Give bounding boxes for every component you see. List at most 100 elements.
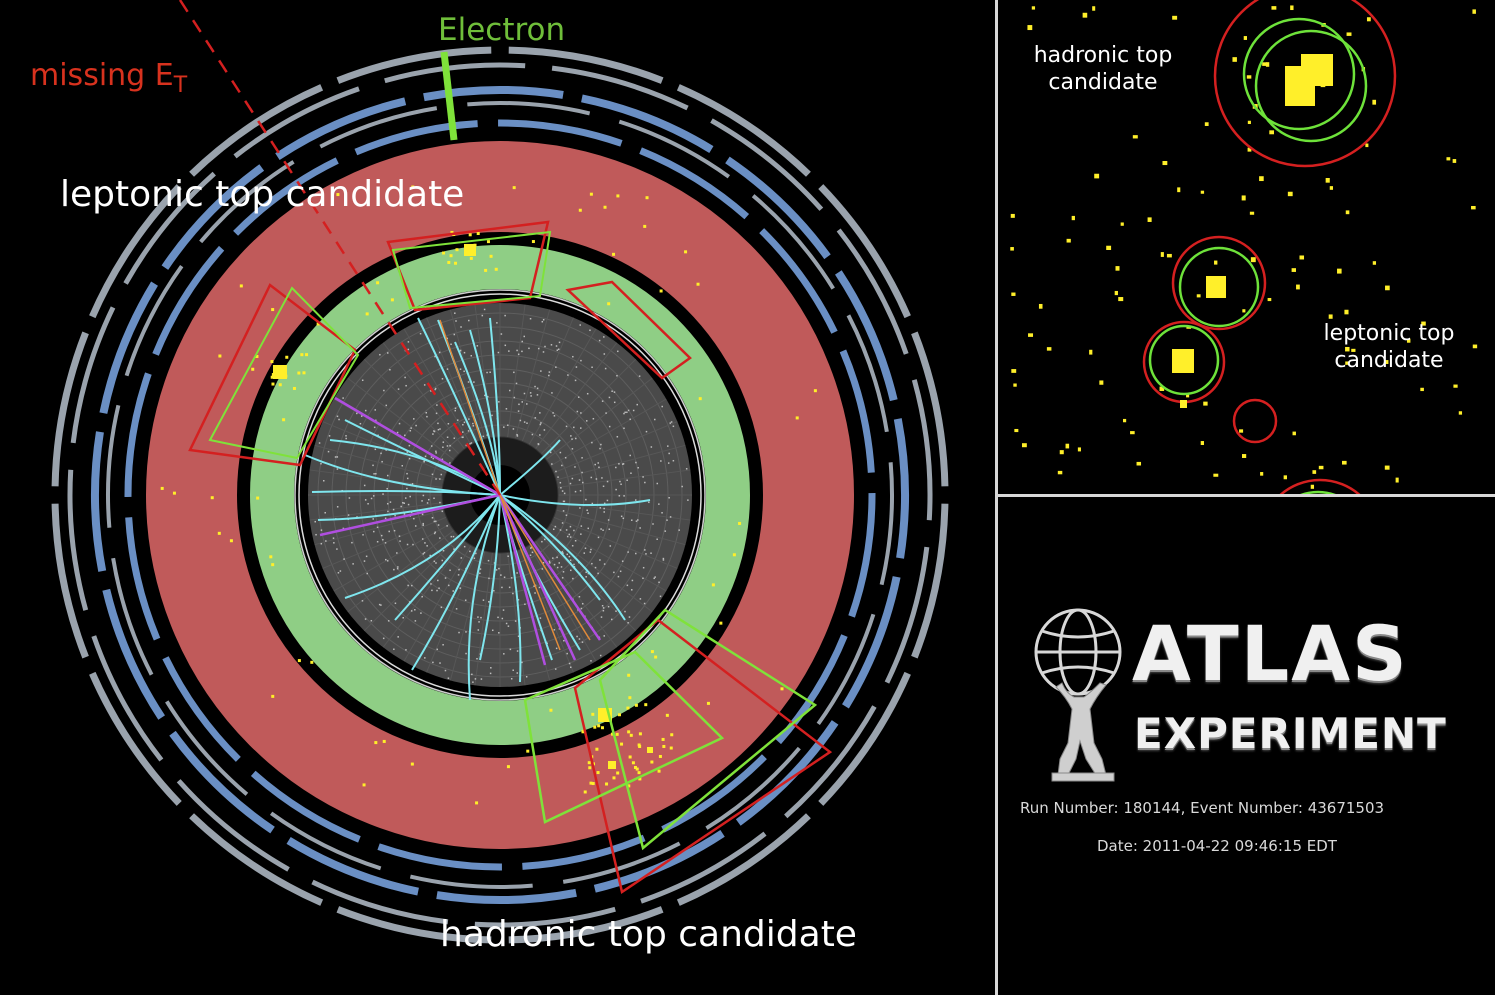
zoom-energy-cell bbox=[1328, 314, 1333, 319]
tracker-hit bbox=[512, 428, 515, 430]
tracker-hit bbox=[560, 566, 563, 568]
tracker-hit bbox=[379, 353, 381, 356]
tracker-hit bbox=[386, 560, 389, 562]
tracker-hit bbox=[486, 434, 488, 436]
tracker-hit bbox=[615, 466, 617, 469]
muon-chamber-segment bbox=[152, 245, 225, 356]
zoom-energy-cell bbox=[1385, 285, 1390, 291]
tracker-hit bbox=[449, 449, 451, 452]
tracker-hit bbox=[500, 333, 503, 335]
tracker-hit bbox=[393, 568, 395, 571]
tracker-hit bbox=[509, 389, 511, 392]
energy-cell bbox=[278, 383, 282, 387]
tracker-hit bbox=[516, 672, 519, 674]
tracker-hit bbox=[539, 412, 541, 414]
tracker-hit bbox=[555, 470, 557, 473]
tracker-hit bbox=[601, 605, 604, 607]
tracker-hit bbox=[365, 555, 368, 558]
zoom-energy-cell bbox=[1057, 470, 1063, 475]
zoom-energy-cell bbox=[1260, 472, 1264, 476]
tracker-hit bbox=[450, 535, 453, 538]
zoom-energy-cell bbox=[1346, 32, 1352, 36]
tracker-hit bbox=[386, 474, 389, 477]
zoom-energy-cell bbox=[1038, 303, 1043, 309]
tracker-hit bbox=[575, 366, 578, 368]
energy-cell bbox=[217, 531, 221, 535]
tracker-hit bbox=[375, 419, 377, 422]
tracker-hit bbox=[607, 605, 610, 608]
tracker-hit bbox=[363, 484, 366, 487]
tracker-spoke bbox=[557, 469, 691, 488]
atlas-logo-figure bbox=[1034, 608, 1122, 782]
energy-cell bbox=[455, 248, 459, 252]
zoom-energy-cell bbox=[1446, 157, 1451, 161]
tracker-hit bbox=[602, 609, 605, 612]
tracker-hit bbox=[478, 621, 480, 623]
tracker-hit bbox=[624, 610, 626, 613]
energy-cell bbox=[738, 521, 742, 525]
tracker-hit bbox=[424, 657, 426, 659]
tracker-hit bbox=[489, 672, 492, 675]
muon-chamber-segment bbox=[710, 118, 824, 211]
energy-cell bbox=[591, 712, 595, 716]
energy-cell bbox=[450, 230, 454, 234]
tracker-hit bbox=[407, 348, 410, 351]
purple-track bbox=[498, 494, 577, 661]
muon-chamber-segment bbox=[384, 62, 526, 84]
zoom-energy-cell bbox=[1344, 309, 1349, 315]
energy-cell bbox=[607, 302, 611, 306]
tracker-hit bbox=[615, 488, 617, 491]
tracker-hit bbox=[638, 375, 641, 377]
tracker-hit bbox=[629, 418, 631, 421]
muon-chamber-segment bbox=[91, 431, 107, 572]
tracker-hit bbox=[517, 353, 520, 356]
tracker-hit bbox=[393, 648, 395, 651]
cyan-track bbox=[411, 494, 501, 671]
tracker-hit bbox=[463, 351, 466, 354]
zoom-energy-cell bbox=[1291, 268, 1296, 272]
energy-cell bbox=[310, 660, 314, 664]
tracker-hit bbox=[435, 520, 437, 523]
zoom-energy-cell bbox=[1204, 122, 1209, 126]
tracker-hit bbox=[320, 542, 323, 545]
tracker-hit bbox=[544, 345, 546, 348]
detector-end-view-panel: missing ET Electron leptonic top candida… bbox=[30, 0, 949, 955]
energy-cell bbox=[719, 621, 723, 625]
tracker-hit bbox=[406, 477, 409, 480]
tracker-hit bbox=[654, 576, 656, 578]
tracker-hit bbox=[385, 558, 387, 561]
energy-cell bbox=[670, 733, 674, 737]
tracker-spoke bbox=[426, 548, 479, 673]
energy-cell bbox=[627, 730, 631, 734]
energy-cell bbox=[638, 777, 642, 781]
tracker-hit bbox=[476, 657, 478, 660]
tracker-hit bbox=[389, 501, 392, 503]
tracker-hit bbox=[590, 548, 592, 551]
zoom-energy-cell bbox=[1114, 290, 1118, 296]
tracker-hit bbox=[562, 552, 564, 554]
zoom-energy-cell bbox=[1077, 447, 1081, 452]
tracker-hit bbox=[603, 635, 605, 637]
tracker-hit bbox=[650, 446, 653, 448]
energy-cell bbox=[172, 491, 176, 495]
energy-cell bbox=[706, 701, 710, 705]
tracker-hit bbox=[579, 324, 581, 326]
muon-chamber-segment bbox=[842, 576, 901, 709]
tracker-hit bbox=[563, 639, 565, 642]
tracker-hit bbox=[487, 559, 490, 562]
tracker-hit bbox=[467, 430, 470, 432]
zoom-energy-cell bbox=[1242, 309, 1246, 313]
tracker-hit bbox=[581, 641, 584, 643]
energy-cell bbox=[588, 766, 592, 770]
tracker-hit bbox=[392, 508, 395, 511]
tracker-hit bbox=[569, 559, 572, 561]
eta-phi-zoom-panel: hadronic top candidate leptonic top cand… bbox=[998, 0, 1495, 494]
tracker-hit bbox=[414, 525, 417, 527]
energy-cell bbox=[486, 240, 490, 244]
tracker-hit bbox=[380, 534, 383, 537]
tracker-hit bbox=[542, 318, 545, 321]
energy-cell bbox=[654, 655, 658, 659]
tracker-hit bbox=[446, 436, 449, 439]
energy-cell bbox=[629, 733, 633, 737]
tracker-hit bbox=[572, 355, 574, 358]
